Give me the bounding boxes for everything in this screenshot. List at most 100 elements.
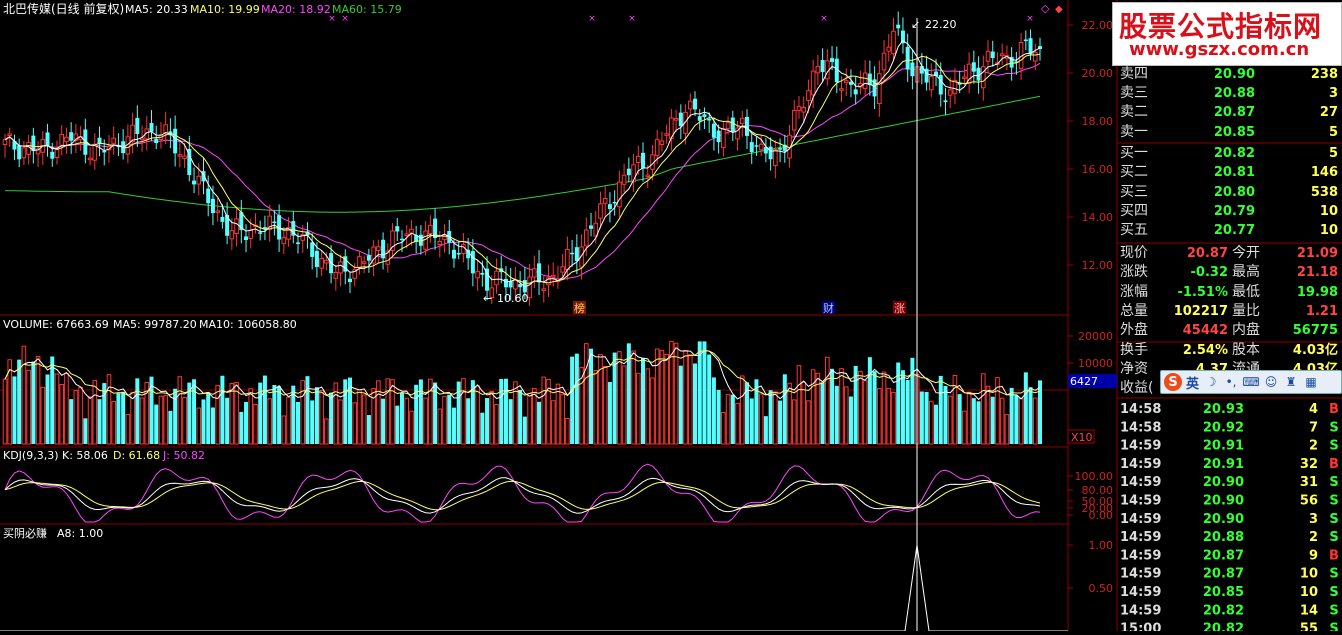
volume-bar-up [527, 392, 532, 445]
book-row-volume: 538 [1311, 185, 1338, 200]
tick-time: 14:59 [1120, 603, 1161, 618]
candle-body-up [281, 237, 287, 245]
quote-label: 涨跌 [1120, 264, 1148, 280]
quote-label: 内盘 [1232, 321, 1260, 338]
volume-bar-up [791, 399, 797, 445]
indicator-polyline [0, 544, 1068, 632]
tick-volume: 14 [1300, 603, 1318, 618]
candle-body-down [343, 256, 348, 272]
event-badge-cai[interactable] [822, 301, 835, 314]
ime-toolbar[interactable]: S 英 ☽ •, ⌨ ☺ ♜ ▦ [1160, 370, 1342, 394]
volume-bar-down [399, 392, 404, 444]
candle-body-up [791, 109, 797, 131]
quote-label: 现价 [1120, 245, 1148, 261]
volume-bar-down [702, 341, 707, 444]
volume-bar-down [934, 404, 939, 444]
user-icon[interactable]: ☺ [1264, 375, 1278, 389]
signal-x-marker: × [341, 14, 349, 24]
volume-bar-down [612, 352, 617, 444]
indicator-tick-label: 1.00 [1089, 539, 1114, 552]
volume-bar-up [333, 382, 339, 445]
quote-label: 最低 [1232, 284, 1260, 300]
volume-bar-up [111, 401, 116, 445]
volume-bar-up [78, 386, 83, 445]
kdj-k: K: 58.06 [62, 449, 108, 462]
dot-icon[interactable]: •, [1225, 375, 1237, 389]
keyboard-icon[interactable]: ⌨ [1242, 375, 1260, 389]
book-row-label: 买五 [1120, 222, 1148, 238]
moon-icon[interactable]: ☽ [1205, 375, 1217, 389]
volume-bar-up [229, 382, 235, 445]
candle-body-up [35, 148, 41, 155]
candle-body-up [2, 139, 8, 146]
candle-body-up [196, 175, 202, 185]
candle-body-up [877, 73, 882, 105]
sogou-logo-icon[interactable]: S [1164, 373, 1182, 391]
volume-bar-up [659, 349, 665, 445]
volume-bar-down [244, 401, 249, 444]
candle-body-up [952, 79, 958, 94]
indicator-name: 买阴必赚 [3, 526, 47, 540]
volume-bar-down [834, 385, 839, 444]
toolbox-icon[interactable]: ▦ [1305, 375, 1317, 389]
volume-bar-up [758, 393, 764, 445]
candle-body-up [546, 277, 551, 286]
candle-body-down [31, 135, 36, 152]
volume-bar-down [697, 341, 702, 444]
candle-body-up [475, 271, 480, 279]
candle-body-down [262, 227, 267, 230]
volume-bar-up [385, 378, 391, 445]
quote-label: 总量 [1120, 303, 1148, 319]
volume-bar-down [210, 407, 215, 444]
quote-value: 56775 [1293, 323, 1338, 338]
volume-bar-down [239, 411, 244, 444]
book-row-price: 20.82 [1214, 146, 1255, 161]
ime-language-label[interactable]: 英 [1186, 376, 1200, 392]
expand-icon[interactable]: ◆ [1055, 4, 1063, 15]
candle-body-down [399, 238, 404, 241]
shirt-icon[interactable]: ♜ [1285, 375, 1297, 389]
volume-bar-up [645, 368, 651, 445]
candle-body-up [721, 128, 726, 149]
volume-bar-up [409, 410, 414, 445]
tick-side: S [1329, 585, 1338, 600]
volume-bar-up [929, 400, 934, 445]
candle-body-up [598, 203, 603, 219]
tick-time: 14:59 [1120, 585, 1161, 600]
volume-bar-down [447, 394, 452, 444]
tick-volume: 10 [1300, 585, 1318, 600]
tick-volume: 4 [1309, 402, 1318, 417]
volume-bar-up [631, 350, 636, 445]
volume-bar-down [607, 381, 612, 444]
volume-cursor-box [1068, 374, 1117, 388]
kdj-j: J: 50.82 [162, 449, 205, 462]
tick-time: 14:58 [1120, 420, 1161, 435]
volume-bar-up [650, 377, 655, 445]
diamond-icon[interactable]: ◇ [1041, 2, 1050, 15]
candle-body-down [12, 141, 17, 150]
candle-body-up [338, 261, 343, 274]
candle-body-down [414, 235, 419, 242]
event-badge-zhang[interactable] [893, 301, 906, 314]
volume-bar-up [352, 402, 358, 445]
volume-bar-up [428, 378, 433, 445]
volume-bar-up [144, 381, 150, 445]
volume-bar-down [262, 375, 267, 444]
volume-bar-down [395, 405, 400, 444]
tick-volume: 10 [1300, 567, 1318, 582]
candle-body-down [574, 247, 579, 261]
candle-body-up [494, 270, 499, 286]
quote-value: 4.03亿 [1293, 342, 1338, 358]
tick-price: 20.82 [1203, 603, 1244, 618]
volume-bar-down [820, 382, 825, 444]
volume-bar-down [135, 378, 140, 444]
volume-bar-down [570, 356, 575, 444]
volume-bar-down [693, 363, 697, 444]
candle-body-down [900, 30, 905, 44]
event-badge-bang[interactable] [573, 301, 586, 314]
candle-body-down [768, 146, 773, 160]
candle-body-down [418, 234, 423, 246]
candle-body-up [333, 272, 339, 279]
